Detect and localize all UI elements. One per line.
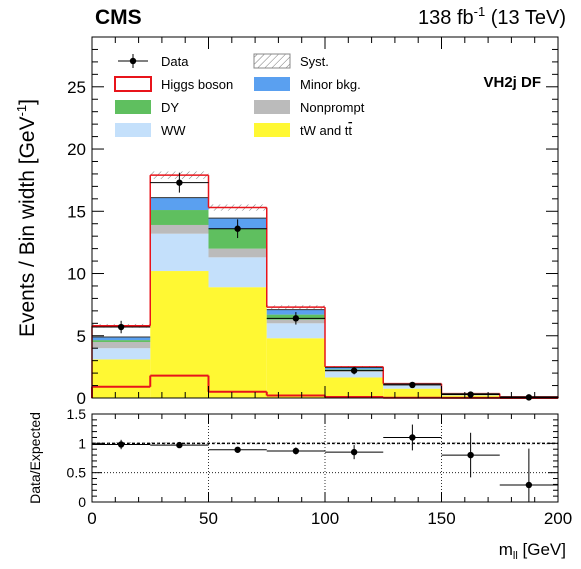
ratio-grid <box>92 414 558 502</box>
ratio-point-5 <box>409 434 415 440</box>
ratio-point-3 <box>293 448 299 454</box>
legend-entry-top: tW and tt <box>254 123 352 138</box>
legend-label: WW <box>161 123 186 138</box>
top-bin-1 <box>150 271 208 398</box>
legend-entry-syst: Syst. <box>254 54 329 69</box>
top-bin-4 <box>325 377 383 398</box>
legend-marker-dot <box>130 58 136 64</box>
data-point-2 <box>234 226 240 232</box>
legend-swatch <box>115 123 151 137</box>
legend-swatch <box>115 77 151 91</box>
nonprompt-bin-2 <box>209 249 267 258</box>
main-y-tick-label: 20 <box>67 140 86 159</box>
minor-bin-1 <box>150 198 208 210</box>
main-y-tick-label: 15 <box>67 202 86 221</box>
legend-label: Data <box>161 54 189 69</box>
ww-bin-3 <box>267 323 325 338</box>
data-point-7 <box>526 394 532 400</box>
ratio-points <box>92 425 558 502</box>
top-bin-3 <box>267 338 325 398</box>
main-y-tick-label: 5 <box>77 327 86 346</box>
data-point-0 <box>118 324 124 330</box>
ratio-y-tick-label: 0.5 <box>67 465 87 481</box>
main-y-tick-label: 10 <box>67 265 86 284</box>
nonprompt-bin-1 <box>150 225 208 234</box>
main-y-tick-label: 25 <box>67 78 86 97</box>
ratio-y-axis-label: Data/Expected <box>27 412 43 504</box>
legend-swatch <box>254 54 290 68</box>
legend-entry-data: Data <box>118 54 189 69</box>
legend-entry-nonprompt: Nonprompt <box>254 100 365 115</box>
ratio-y-tick-labels: 0 0.5 1 1.5 <box>67 406 87 510</box>
x-tick-label: 150 <box>427 509 455 528</box>
data-point-1 <box>176 179 182 185</box>
main-y-axis-label: Events / Bin width [GeV-1] <box>14 99 39 337</box>
ww-bin-1 <box>150 234 208 271</box>
legend-label: DY <box>161 100 179 115</box>
nonprompt-bin-0 <box>92 342 150 348</box>
ratio-syst-band <box>92 442 558 444</box>
data-point-5 <box>409 382 415 388</box>
ww-bin-2 <box>209 257 267 287</box>
x-tick-label: 0 <box>87 509 96 528</box>
ratio-point-1 <box>176 442 182 448</box>
dy-bin-0 <box>92 340 150 342</box>
legend-entry-ww: WW <box>115 123 186 138</box>
legend: Data Syst. Higgs boson Minor bkg. DY Nonpromp… <box>115 54 365 138</box>
ratio-point-6 <box>467 452 473 458</box>
legend-entry-higgs: Higgs boson <box>115 77 233 92</box>
data-point-4 <box>351 367 357 373</box>
ratio-y-tick-label: 1 <box>78 435 86 451</box>
lumi-label: 138 fb-1 (13 TeV) <box>418 4 566 29</box>
category-label: VH2j DF <box>483 74 541 91</box>
legend-swatch <box>254 100 290 114</box>
ratio-frame <box>92 414 558 502</box>
legend-entry-dy: DY <box>115 100 179 115</box>
ratio-point-0 <box>118 441 124 447</box>
experiment-label: CMS <box>95 6 142 29</box>
ratio-point-2 <box>234 447 240 453</box>
data-point-3 <box>293 315 299 321</box>
legend-label: Minor bkg. <box>300 77 361 92</box>
legend-entry-minor: Minor bkg. <box>254 77 361 92</box>
ratio-y-tick-label: 0 <box>78 494 86 510</box>
x-tick-labels: 0 50 100 150 200 <box>87 509 572 528</box>
legend-swatch <box>254 123 290 137</box>
top-bin-2 <box>209 287 267 398</box>
ww-bin-0 <box>92 348 150 359</box>
x-tick-label: 50 <box>199 509 218 528</box>
top-bin-5 <box>383 389 441 398</box>
data-point-6 <box>467 391 473 397</box>
x-tick-label: 100 <box>311 509 339 528</box>
dy-bin-1 <box>150 210 208 225</box>
ratio-point-7 <box>526 482 532 488</box>
legend-label: tW and tt <box>300 123 352 138</box>
ratio-y-tick-label: 1.5 <box>67 406 87 422</box>
legend-label: Nonprompt <box>300 100 365 115</box>
x-axis-label: mll [GeV] <box>499 540 566 562</box>
legend-swatch <box>115 100 151 114</box>
top-bin-0 <box>92 359 150 398</box>
legend-label: Syst. <box>300 54 329 69</box>
ratio-axis-ticks <box>92 414 558 502</box>
legend-swatch <box>254 77 290 91</box>
legend-label: Higgs boson <box>161 77 233 92</box>
x-tick-label: 200 <box>544 509 572 528</box>
ratio-point-4 <box>351 449 357 455</box>
